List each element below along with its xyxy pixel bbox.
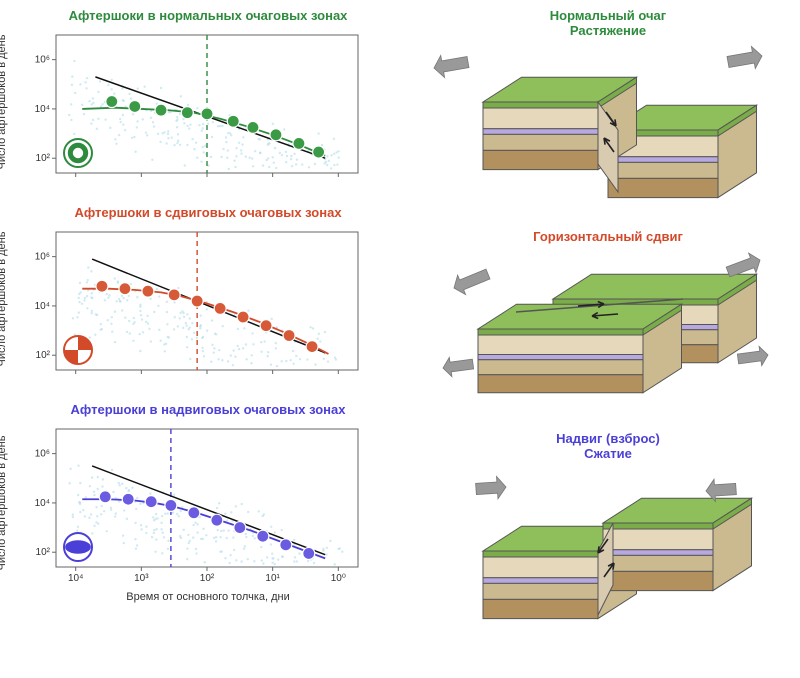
- svg-text:10³: 10³: [134, 573, 149, 584]
- chart-strike: Афтершоки в сдвиговых очаговых зонахЧисл…: [8, 205, 408, 392]
- data-marker: [142, 285, 154, 297]
- data-marker: [99, 491, 111, 503]
- svg-text:10²: 10²: [36, 350, 51, 361]
- diagram-svg: [428, 42, 778, 217]
- diagram-strike-slip: Горизонтальный сдвиг: [428, 229, 788, 419]
- data-marker: [165, 499, 177, 511]
- svg-text:10⁴: 10⁴: [35, 498, 50, 509]
- data-marker: [306, 341, 318, 353]
- force-arrow-icon: [454, 269, 490, 294]
- data-marker: [106, 96, 118, 108]
- data-marker: [247, 121, 259, 133]
- svg-text:10²: 10²: [36, 547, 51, 558]
- chart-thrust: Афтершоки в надвиговых очаговых зонахЧис…: [8, 402, 408, 603]
- diagram-subtitle: Растяжение: [428, 23, 788, 38]
- y-axis-label: Число афтершоков в день: [0, 435, 8, 570]
- x-axis-label: Время от основного толчка, дни: [8, 591, 408, 603]
- diagram-thrust-fault: Надвиг (взброс)Сжатие: [428, 431, 788, 640]
- chart-svg: 10² 10⁴ 10⁶: [8, 25, 368, 195]
- force-arrow-icon: [726, 253, 760, 277]
- data-marker: [211, 514, 223, 526]
- beachball-icon: [64, 336, 92, 364]
- diagrams-column: Нормальный очагРастяжение Горизонтальный …: [408, 8, 788, 652]
- beachball-icon: [64, 533, 92, 561]
- data-marker: [96, 280, 108, 292]
- data-marker: [119, 283, 131, 295]
- charts-column: Афтершоки в нормальных очаговых зонахЧис…: [8, 8, 408, 613]
- diagram-svg: [428, 244, 778, 419]
- force-arrow-icon: [434, 55, 469, 77]
- chart-normal: Афтершоки в нормальных очаговых зонахЧис…: [8, 8, 408, 195]
- diagram-subtitle: Сжатие: [428, 446, 788, 461]
- force-arrow-icon: [737, 346, 768, 365]
- svg-text:10⁶: 10⁶: [35, 449, 50, 460]
- svg-text:10²: 10²: [200, 573, 215, 584]
- data-marker: [214, 302, 226, 314]
- y-axis-label: Число афтершоков в день: [0, 231, 8, 366]
- data-marker: [155, 104, 167, 116]
- chart-title: Афтершоки в сдвиговых очаговых зонах: [8, 205, 408, 220]
- figure-grid: Афтершоки в нормальных очаговых зонахЧис…: [8, 8, 792, 652]
- data-marker: [237, 311, 249, 323]
- force-arrow-icon: [727, 46, 762, 68]
- svg-text:10⁶: 10⁶: [35, 55, 50, 66]
- diagram-svg: [428, 465, 778, 640]
- diagram-title: Горизонтальный сдвиг: [428, 229, 788, 244]
- diagram-title: Надвиг (взброс): [428, 431, 788, 446]
- force-arrow-icon: [476, 476, 506, 498]
- data-marker: [181, 107, 193, 119]
- data-marker: [260, 320, 272, 332]
- data-marker: [280, 539, 292, 551]
- data-marker: [257, 530, 269, 542]
- diagram-title: Нормальный очаг: [428, 8, 788, 23]
- data-marker: [201, 108, 213, 120]
- data-marker: [188, 507, 200, 519]
- chart-svg: 10² 10⁴ 10⁶: [8, 222, 368, 392]
- force-arrow-icon: [443, 357, 474, 376]
- data-marker: [293, 137, 305, 149]
- data-marker: [145, 496, 157, 508]
- data-marker: [303, 547, 315, 559]
- data-marker: [122, 493, 134, 505]
- data-marker: [168, 289, 180, 301]
- data-marker: [270, 129, 282, 141]
- svg-text:10⁶: 10⁶: [35, 252, 50, 263]
- data-marker: [283, 330, 295, 342]
- chart-title: Афтершоки в нормальных очаговых зонах: [8, 8, 408, 23]
- svg-text:10⁴: 10⁴: [68, 573, 83, 584]
- beachball-icon: [64, 139, 92, 167]
- svg-text:10⁴: 10⁴: [35, 104, 50, 115]
- y-axis-label: Число афтершоков в день: [0, 34, 8, 169]
- data-marker: [129, 100, 141, 112]
- diagram-normal-fault: Нормальный очагРастяжение: [428, 8, 788, 217]
- data-marker: [191, 295, 203, 307]
- svg-text:10⁰: 10⁰: [331, 573, 346, 584]
- data-marker: [234, 522, 246, 534]
- svg-text:10²: 10²: [36, 153, 51, 164]
- chart-svg: 10² 10⁴ 10⁶ 10⁰ 10¹ 10² 10³ 10⁴: [8, 419, 368, 589]
- svg-text:10⁴: 10⁴: [35, 301, 50, 312]
- data-marker: [227, 115, 239, 127]
- chart-title: Афтершоки в надвиговых очаговых зонах: [8, 402, 408, 417]
- data-marker: [313, 146, 325, 158]
- svg-text:10¹: 10¹: [265, 573, 280, 584]
